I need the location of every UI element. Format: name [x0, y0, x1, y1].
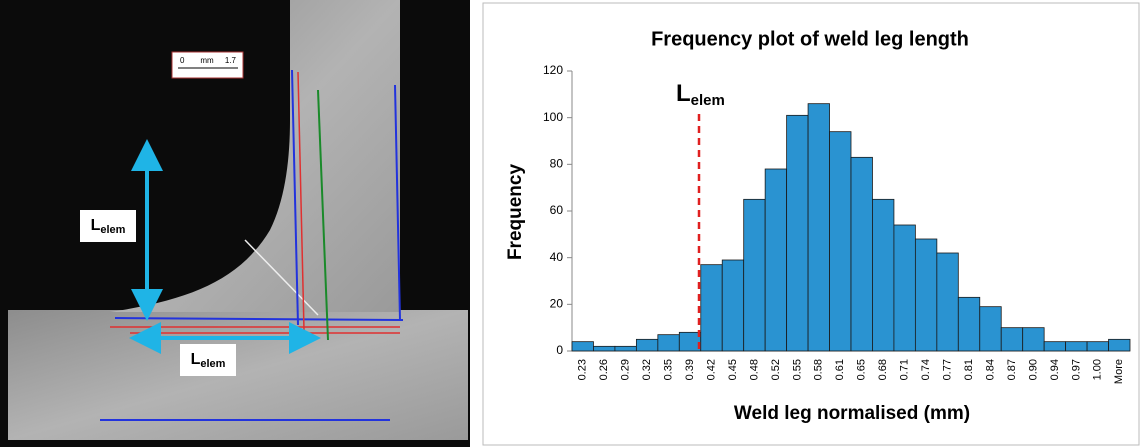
bar: [979, 306, 1002, 352]
annotation-main: L: [676, 80, 691, 107]
label-main: L: [191, 351, 201, 368]
bar: [1000, 327, 1024, 352]
bar: [786, 114, 809, 352]
bar: [743, 198, 766, 352]
bar: [957, 296, 981, 352]
x-tick-label: 0.29: [620, 359, 632, 380]
bar: [1086, 341, 1109, 352]
x-tick-label: 0.23: [577, 359, 589, 380]
x-tick-label: 0.68: [877, 359, 889, 380]
blue-line: [114, 317, 404, 321]
bar: [1108, 338, 1131, 352]
bar: [678, 331, 702, 352]
x-tick-label: 0.26: [598, 359, 610, 380]
green-line: [317, 89, 329, 341]
red-line: [297, 71, 305, 331]
x-tick-label: 0.48: [748, 359, 760, 380]
bar: [764, 168, 788, 352]
bar: [1065, 341, 1088, 352]
length-label: Lelem: [91, 217, 126, 236]
scale-start: 0: [180, 56, 185, 65]
y-axis-title: Frequency: [505, 164, 526, 261]
y-tick-label: 0: [556, 343, 563, 357]
scale-end: 1.7: [225, 56, 237, 65]
weld-photo: 0 mm 1.7 Lelem Lelem: [0, 0, 470, 447]
x-tick-label: 0.81: [963, 359, 975, 380]
x-tick-label: 0.55: [791, 359, 803, 380]
label-sub: elem: [200, 358, 225, 370]
x-tick-label: 0.39: [684, 359, 696, 380]
x-tick-label: 0.94: [1049, 359, 1061, 380]
blue-line: [291, 69, 299, 326]
bar: [571, 341, 594, 352]
bar: [1022, 327, 1045, 352]
plot-area: 0 20 40 60 80 100 120 0.23 0.26 0.29 0.32 0.35 0.39 0…: [543, 63, 1131, 384]
y-tick-label: 40: [550, 250, 564, 264]
x-tick-label: 1.00: [1092, 359, 1104, 380]
x-tick-label: 0.52: [770, 359, 782, 380]
bar: [936, 252, 959, 352]
x-tick-label: 0.32: [641, 359, 653, 380]
bar: [829, 131, 852, 352]
x-tick-label: 0.87: [1006, 359, 1018, 380]
bar: [700, 264, 723, 352]
y-tick-label: 60: [550, 203, 564, 217]
x-tick-label: 0.97: [1070, 359, 1082, 380]
label-main: L: [91, 217, 101, 234]
x-tick-label: 0.84: [984, 359, 996, 380]
x-tick-label: 0.77: [941, 359, 953, 380]
x-tick-label: 0.35: [662, 359, 674, 380]
x-tick-label: 0.71: [899, 359, 911, 380]
bar: [657, 334, 680, 352]
scale-unit: mm: [200, 56, 214, 65]
y-tick-label: 20: [550, 297, 564, 311]
x-tick-label: 0.90: [1027, 359, 1039, 380]
x-tick-label: 0.42: [705, 359, 717, 380]
annotation: Lelem: [676, 80, 725, 109]
label-box: [80, 210, 136, 242]
y-tick-label: 80: [550, 157, 564, 171]
bar: [807, 103, 830, 352]
x-tick-label: 0.45: [727, 359, 739, 380]
bar: [1043, 341, 1067, 352]
bar: [593, 345, 616, 352]
annotation-sub: elem: [691, 92, 725, 109]
label-box: [180, 344, 236, 376]
chart-title: Frequency plot of weld leg length: [651, 28, 969, 50]
white-line: [244, 239, 319, 316]
length-label: Lelem: [191, 351, 226, 370]
x-tick-label: 0.58: [813, 359, 825, 380]
x-tick-label: 0.74: [920, 359, 932, 380]
blue-line: [394, 84, 401, 321]
bar: [635, 338, 659, 352]
bar: [893, 224, 916, 352]
y-tick-label: 120: [543, 63, 563, 77]
scale-bar-box: [171, 51, 244, 79]
label-sub: elem: [100, 224, 125, 236]
vertical-plate: [110, 0, 400, 312]
bar: [914, 238, 938, 352]
x-axis-title: Weld leg normalised (mm): [734, 403, 970, 424]
bar: [872, 198, 895, 352]
x-tick-label: More: [1113, 359, 1125, 384]
bar: [614, 345, 637, 352]
x-tick-label: 0.61: [834, 359, 846, 380]
x-tick-label: 0.65: [856, 359, 868, 380]
bar: [850, 156, 873, 352]
y-tick-label: 100: [543, 110, 563, 124]
bar: [721, 259, 745, 352]
